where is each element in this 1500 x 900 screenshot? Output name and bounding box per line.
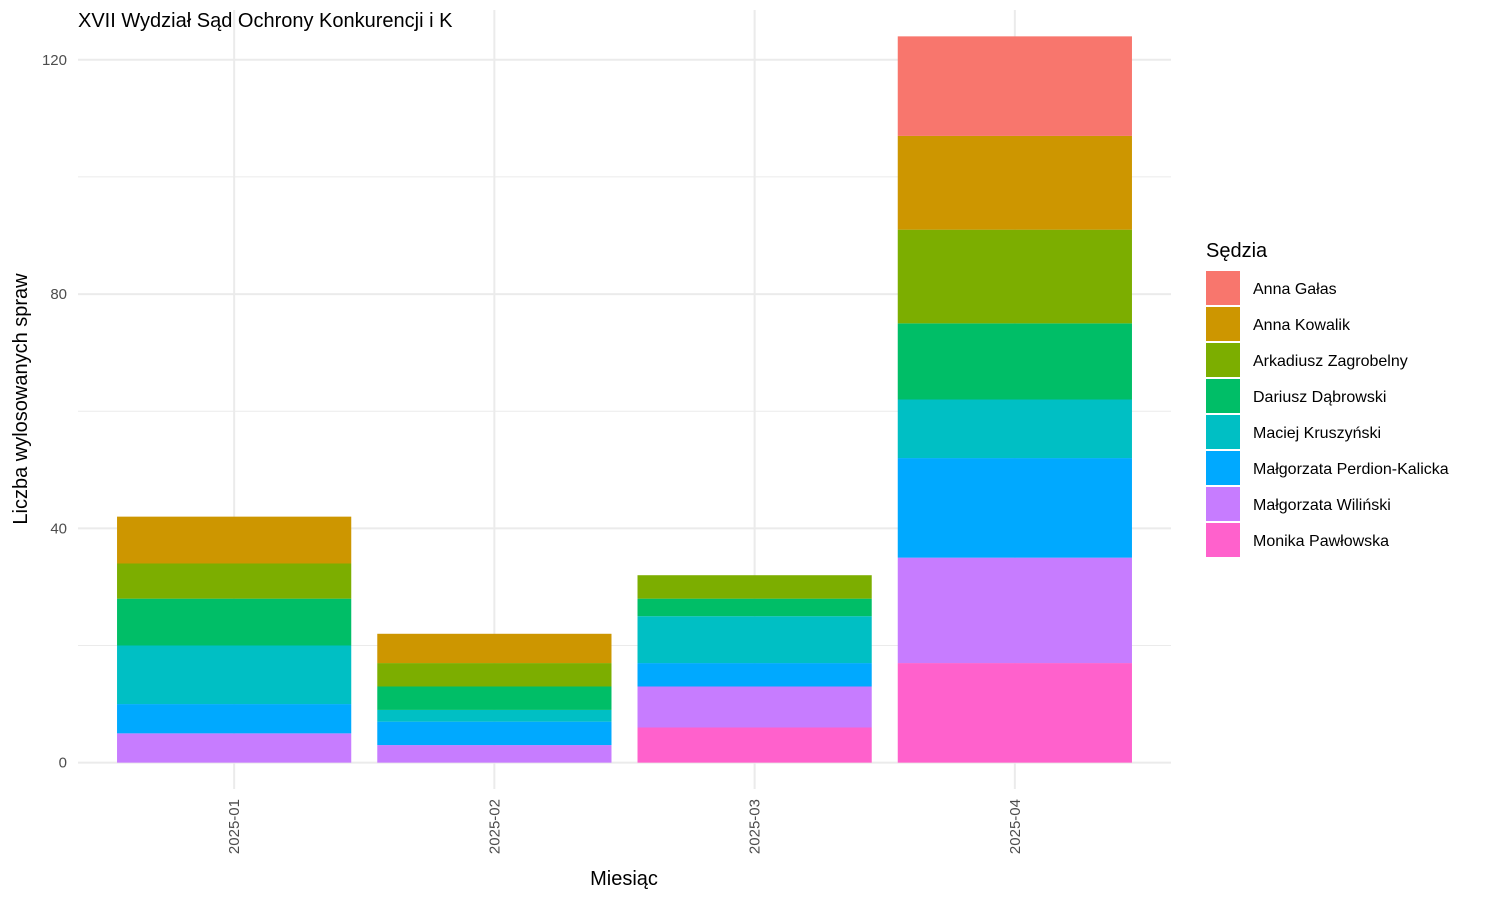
legend-label: Anna Kowalik (1253, 317, 1351, 334)
bar-segment (897, 36, 1132, 136)
legend-title: Sędzia (1206, 240, 1268, 262)
legend-label: Małgorzata Perdion-Kalicka (1253, 461, 1449, 478)
legend: Sędzia Anna Gałas Anna Kowalik Arkadiusz Z… (1206, 240, 1449, 557)
bar-segment (897, 458, 1132, 558)
bar-segment (117, 516, 352, 564)
y-tick-label: 80 (50, 286, 67, 303)
bar-segment (377, 663, 612, 687)
legend-swatch (1206, 523, 1240, 557)
bar-segment (897, 399, 1132, 459)
bar-segment (897, 557, 1132, 664)
y-axis-ticks: 0 40 80 120 (42, 52, 67, 772)
bar-segment (637, 663, 872, 687)
bars (117, 36, 1132, 763)
bar-segment (637, 598, 872, 617)
x-tick-label: 2025-03 (747, 799, 764, 854)
legend-swatch (1206, 451, 1240, 485)
legend-label: Dariusz Dąbrowski (1253, 389, 1386, 406)
legend-label: Monika Pawłowska (1253, 533, 1389, 550)
legend-swatch (1206, 487, 1240, 521)
legend-swatch (1206, 379, 1240, 413)
y-tick-label: 120 (42, 52, 67, 69)
x-tick-label: 2025-01 (226, 799, 243, 854)
bar-segment (897, 663, 1132, 763)
bar-segment (897, 323, 1132, 400)
bar-segment (117, 598, 352, 646)
bar-segment (637, 727, 872, 763)
bar-segment (637, 575, 872, 599)
bar-segment (117, 645, 352, 705)
x-tick-label: 2025-02 (486, 799, 503, 854)
bar-segment (637, 686, 872, 728)
bar-segment (117, 733, 352, 763)
x-tick-label: 2025-04 (1007, 799, 1024, 854)
x-axis-ticks: 2025-01 2025-02 2025-03 2025-04 (226, 799, 1024, 854)
legend-label: Arkadiusz Zagrobelny (1253, 353, 1408, 370)
bar-segment (377, 633, 612, 664)
bar-segment (377, 709, 612, 722)
legend-swatch (1206, 307, 1240, 341)
bar-segment (897, 229, 1132, 324)
bar-segment (377, 721, 612, 746)
legend-label: Anna Gałas (1253, 281, 1337, 298)
bar-segment (117, 704, 352, 734)
y-axis-title: Liczba wylosowanych spraw (10, 273, 32, 525)
y-tick-label: 40 (50, 520, 67, 537)
bar-segment (637, 616, 872, 664)
chart-title: XVII Wydział Sąd Ochrony Konkurencji i K (78, 10, 453, 32)
legend-swatch (1206, 271, 1240, 305)
bar-segment (377, 745, 612, 763)
bar-segment (897, 135, 1132, 230)
legend-label: Małgorzata Wiliński (1253, 497, 1391, 514)
legend-swatch (1206, 343, 1240, 377)
legend-label: Maciej Kruszyński (1253, 425, 1381, 442)
legend-swatch (1206, 415, 1240, 449)
x-axis-title: Miesiąc (590, 868, 658, 890)
y-tick-label: 0 (59, 755, 67, 772)
bar-segment (117, 563, 352, 599)
bar-segment (377, 686, 612, 710)
